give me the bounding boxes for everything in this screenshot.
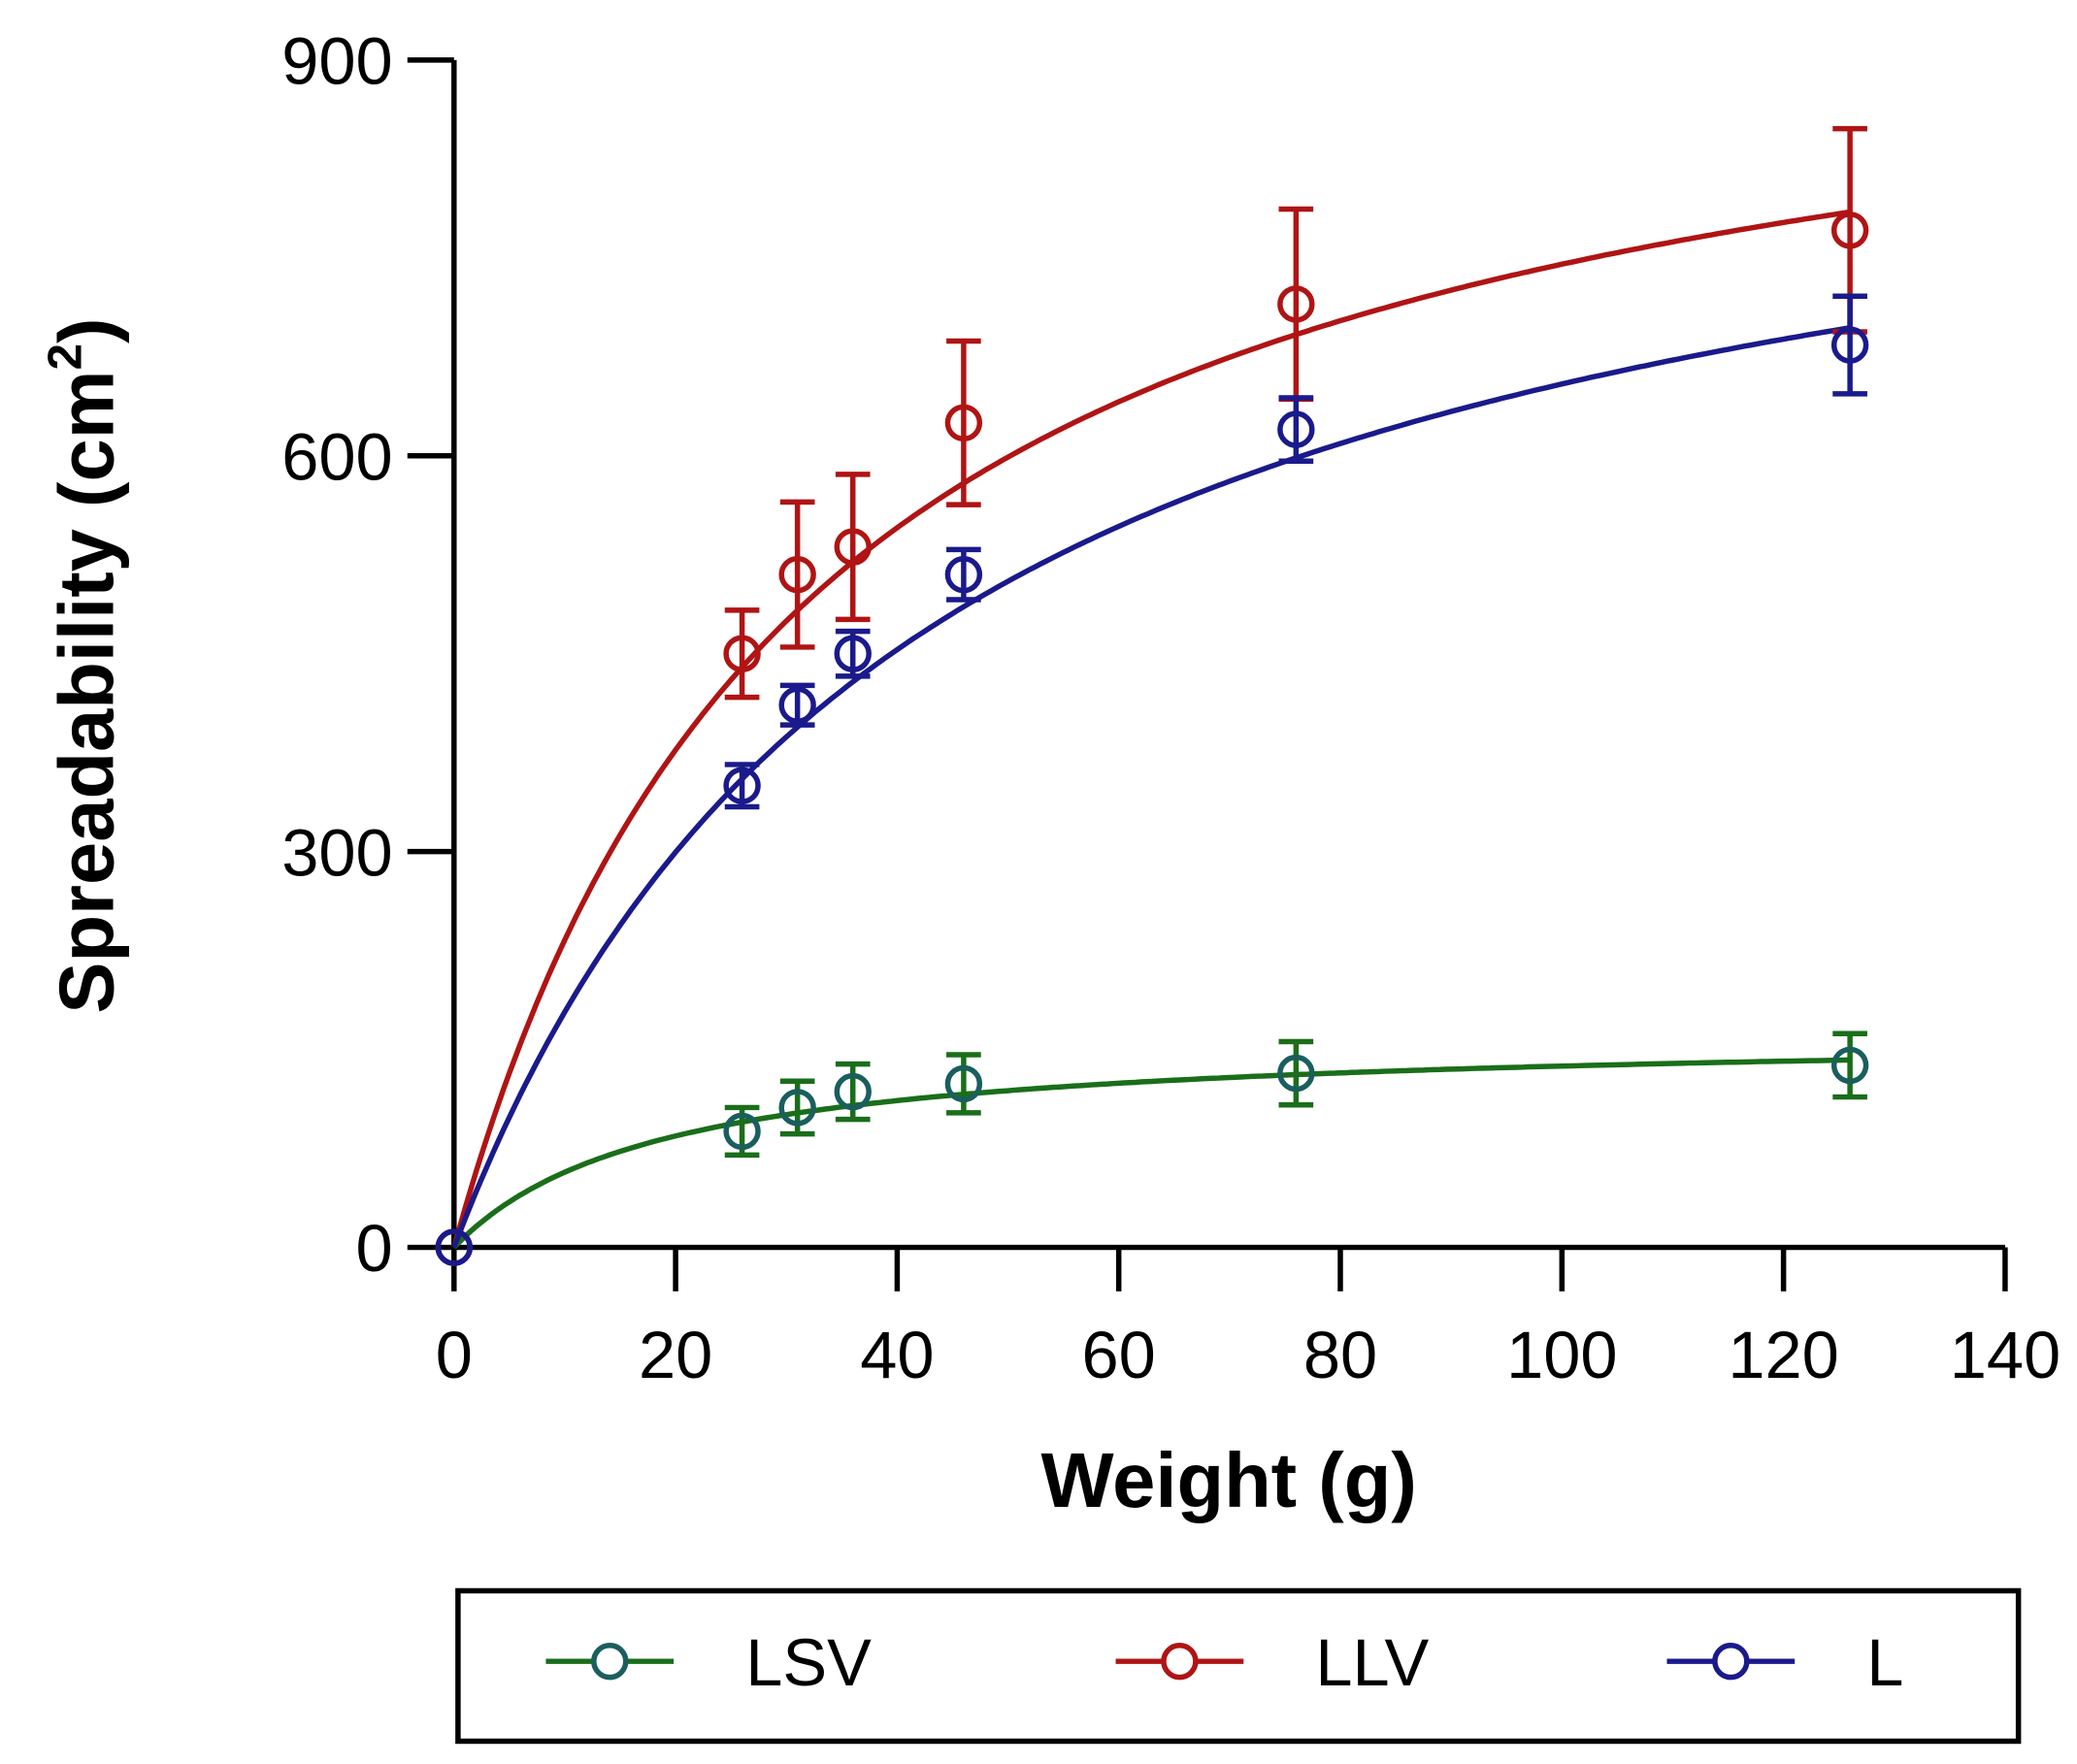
legend-marker-lsv xyxy=(591,1642,629,1681)
fit-curve-llv xyxy=(451,209,1851,1249)
data-point-lsv xyxy=(1277,1054,1315,1093)
data-point-llv xyxy=(723,635,761,672)
fit-curve-l xyxy=(451,325,1851,1249)
legend-box xyxy=(455,1587,2022,1745)
legend: LSV LLV L xyxy=(545,1625,1903,1700)
y-axis-label-main: Spreadability (cm xyxy=(44,371,130,1014)
data-point-lsv xyxy=(778,1089,816,1127)
axes: 0 20 40 60 80 100 120 140 0 300 600 900 xyxy=(281,24,2061,1392)
legend-label-llv: LLV xyxy=(1315,1625,1429,1700)
x-tick-label: 140 xyxy=(1950,1318,2061,1392)
y-tick-label: 300 xyxy=(281,815,392,890)
y-tick-label: 0 xyxy=(356,1211,393,1286)
legend-label-lsv: LSV xyxy=(745,1625,872,1700)
data-point-lsv xyxy=(834,1072,872,1111)
legend-label-l: L xyxy=(1866,1625,1903,1700)
data-point-llv xyxy=(1830,212,1869,249)
plot-area xyxy=(435,125,1869,1266)
data-point-llv xyxy=(1277,285,1315,323)
data-point-lsv xyxy=(1830,1046,1869,1085)
data-point-l xyxy=(435,1228,473,1266)
legend-marker-llv xyxy=(1161,1642,1199,1681)
data-point-l xyxy=(778,686,816,724)
x-axis-label: Weight (g) xyxy=(1041,1437,1417,1523)
x-tick-label: 60 xyxy=(1082,1318,1156,1392)
data-point-llv xyxy=(834,528,872,566)
y-axis-label-close: ) xyxy=(44,318,130,344)
data-point-l xyxy=(723,767,761,804)
x-tick-label: 80 xyxy=(1303,1318,1377,1392)
x-tick-label: 20 xyxy=(639,1318,712,1392)
data-point-llv xyxy=(944,404,983,442)
data-point-llv xyxy=(778,555,816,594)
data-point-l xyxy=(1277,410,1315,448)
x-tick-label: 100 xyxy=(1506,1318,1617,1392)
fit-curve-lsv xyxy=(451,1057,1851,1250)
x-tick-label: 120 xyxy=(1728,1318,1838,1392)
x-tick-label: 40 xyxy=(860,1318,934,1392)
legend-marker-l xyxy=(1712,1642,1750,1681)
y-axis-label: Spreadability (cm2) xyxy=(39,318,130,1014)
y-tick-label: 600 xyxy=(281,419,392,494)
data-point-lsv xyxy=(723,1112,761,1151)
y-tick-label: 900 xyxy=(281,24,392,99)
data-point-lsv xyxy=(944,1064,983,1103)
x-tick-label: 0 xyxy=(436,1318,473,1392)
data-point-l xyxy=(944,555,983,594)
y-axis-label-sup: 2 xyxy=(39,343,92,370)
data-point-l xyxy=(834,635,872,672)
data-point-l xyxy=(1830,326,1869,364)
